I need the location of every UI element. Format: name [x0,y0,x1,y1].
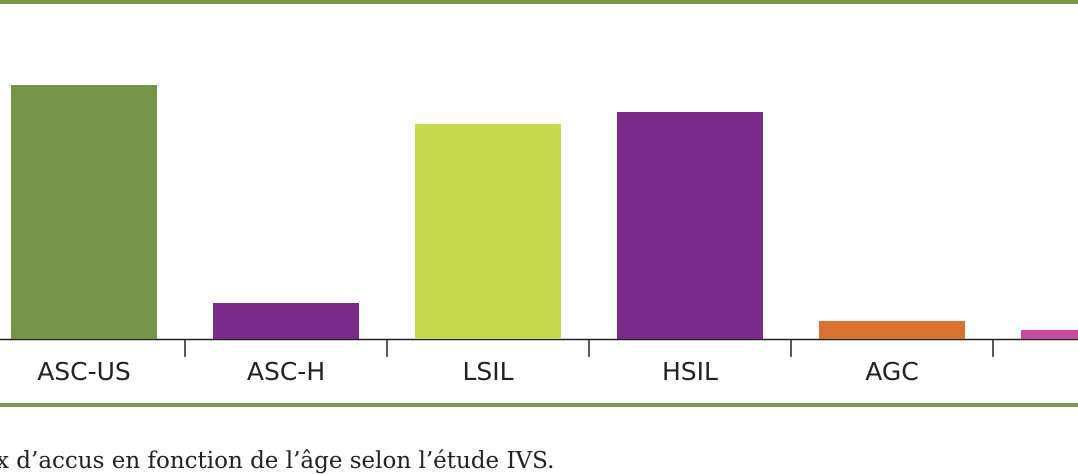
bar [1021,330,1078,339]
bar [213,303,359,339]
bar [819,321,965,339]
x-tick-label: LSIL [462,357,513,386]
x-tick-label: ASC-H [247,357,325,386]
caption: x d’accus en fonction de l’âge selon l’é… [0,448,554,474]
x-tick-label: HSIL [662,357,718,386]
x-tick-label: ASC-US [37,357,131,386]
bar [415,124,561,339]
x-tick-label: AGC [865,357,919,386]
bar [617,112,763,339]
bar [11,85,157,339]
